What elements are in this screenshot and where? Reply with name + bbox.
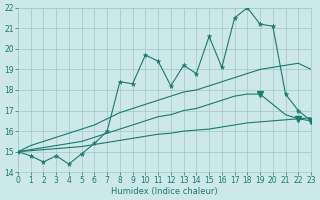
X-axis label: Humidex (Indice chaleur): Humidex (Indice chaleur) bbox=[111, 187, 218, 196]
